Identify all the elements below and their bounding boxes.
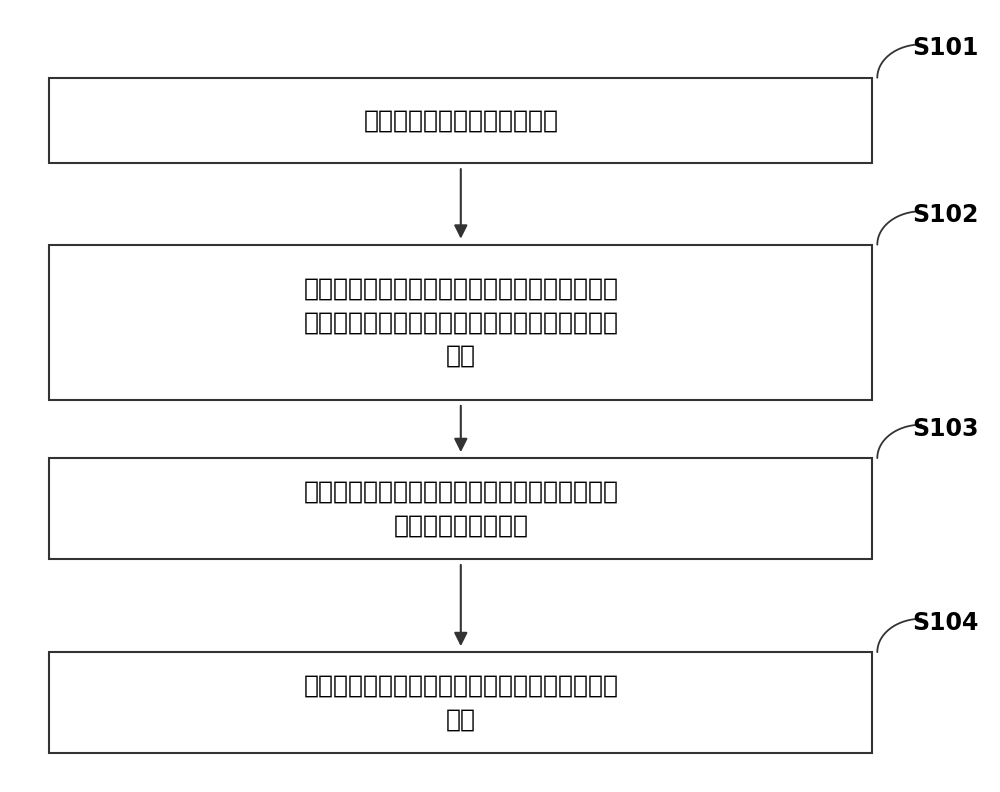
Text: 接收用户触发开关组件的指令: 接收用户触发开关组件的指令 <box>363 109 558 132</box>
Text: 响应所述指令，获取所述开关组件所显示图形的
当前坐标和变化终止坐标；获取控制图形变化的
参数: 响应所述指令，获取所述开关组件所显示图形的 当前坐标和变化终止坐标；获取控制图形… <box>303 276 618 367</box>
FancyBboxPatch shape <box>49 78 872 163</box>
Text: S102: S102 <box>913 204 979 227</box>
Text: S101: S101 <box>913 36 979 60</box>
FancyBboxPatch shape <box>49 245 872 400</box>
FancyBboxPatch shape <box>49 458 872 559</box>
FancyBboxPatch shape <box>49 652 872 753</box>
Text: 根据所述参数、当前坐标和变化终止坐标，计算
图形的坐标变化过程: 根据所述参数、当前坐标和变化终止坐标，计算 图形的坐标变化过程 <box>303 480 618 537</box>
Text: S103: S103 <box>913 417 979 440</box>
Text: 根据坐标变化过程生成所述开关组件变化过程的
图形: 根据坐标变化过程生成所述开关组件变化过程的 图形 <box>303 674 618 731</box>
Text: S104: S104 <box>913 611 979 634</box>
